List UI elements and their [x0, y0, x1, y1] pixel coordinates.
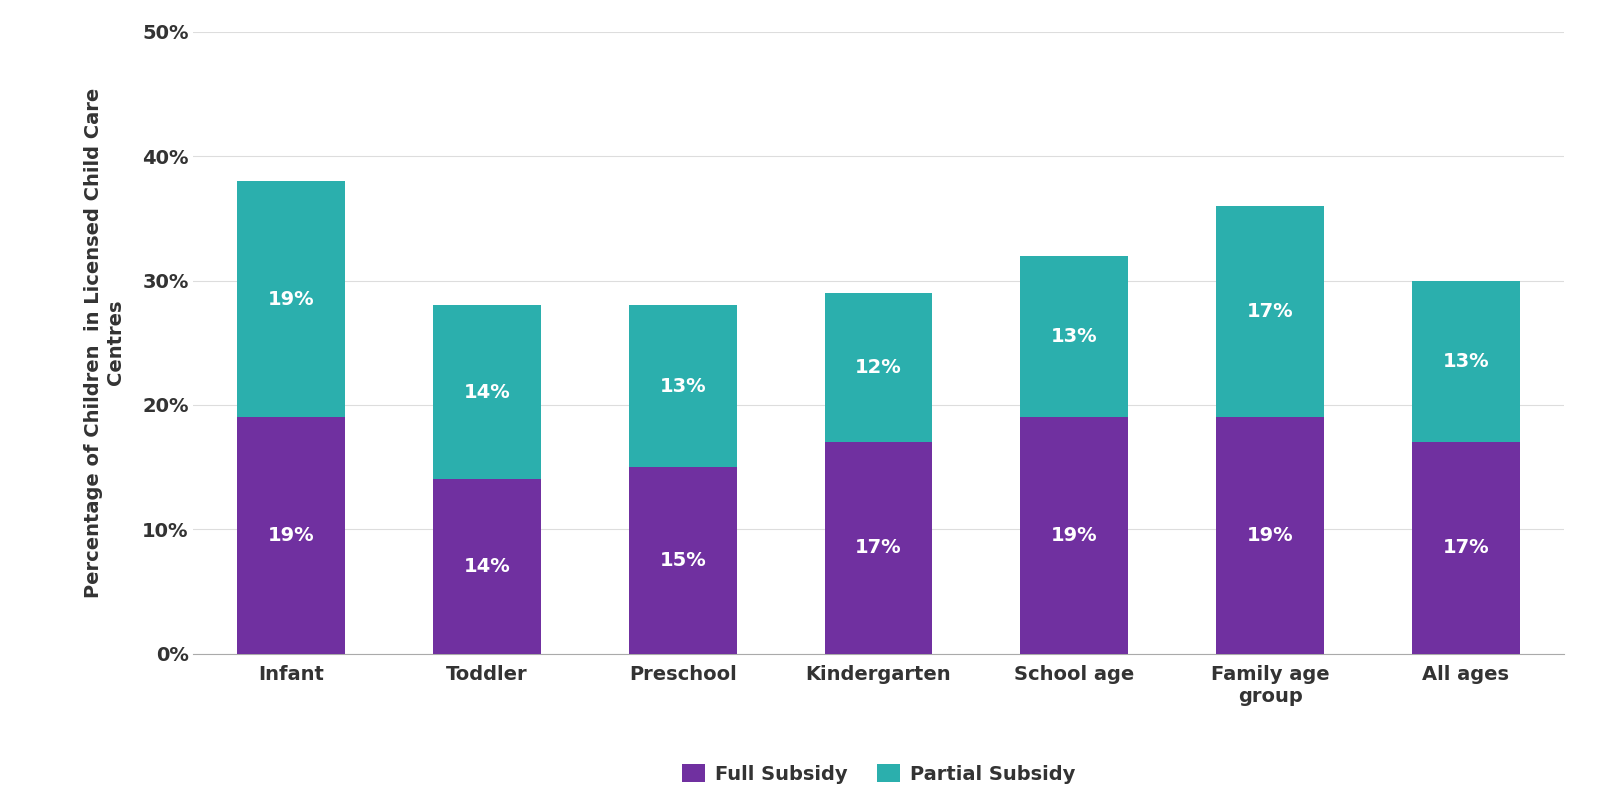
Bar: [825, 442, 932, 654]
Text: 19%: 19%: [268, 526, 314, 545]
Text: 12%: 12%: [854, 358, 903, 377]
Text: 19%: 19%: [1246, 526, 1293, 545]
Text: 13%: 13%: [1051, 327, 1098, 346]
Bar: [1412, 281, 1520, 442]
Bar: [237, 181, 345, 418]
Bar: [434, 480, 542, 654]
Text: 17%: 17%: [1443, 538, 1489, 557]
Bar: [1020, 418, 1128, 654]
Bar: [629, 305, 737, 467]
Text: 15%: 15%: [659, 551, 706, 570]
Bar: [1215, 418, 1323, 654]
Text: 13%: 13%: [659, 377, 706, 396]
Text: 14%: 14%: [464, 383, 511, 402]
Text: 19%: 19%: [1051, 526, 1098, 545]
Text: 13%: 13%: [1443, 351, 1489, 371]
Y-axis label: Percentage of Children  in Licensed Child Care
Centres: Percentage of Children in Licensed Child…: [84, 88, 126, 598]
Bar: [237, 418, 345, 654]
Bar: [434, 305, 542, 480]
Text: 19%: 19%: [268, 289, 314, 308]
Bar: [1412, 442, 1520, 654]
Text: 17%: 17%: [856, 538, 901, 557]
Bar: [825, 293, 932, 442]
Text: 17%: 17%: [1246, 302, 1293, 321]
Text: 14%: 14%: [464, 557, 511, 576]
Bar: [1020, 256, 1128, 418]
Bar: [1215, 206, 1323, 418]
Legend: Full Subsidy, Partial Subsidy: Full Subsidy, Partial Subsidy: [674, 756, 1083, 791]
Bar: [629, 467, 737, 654]
